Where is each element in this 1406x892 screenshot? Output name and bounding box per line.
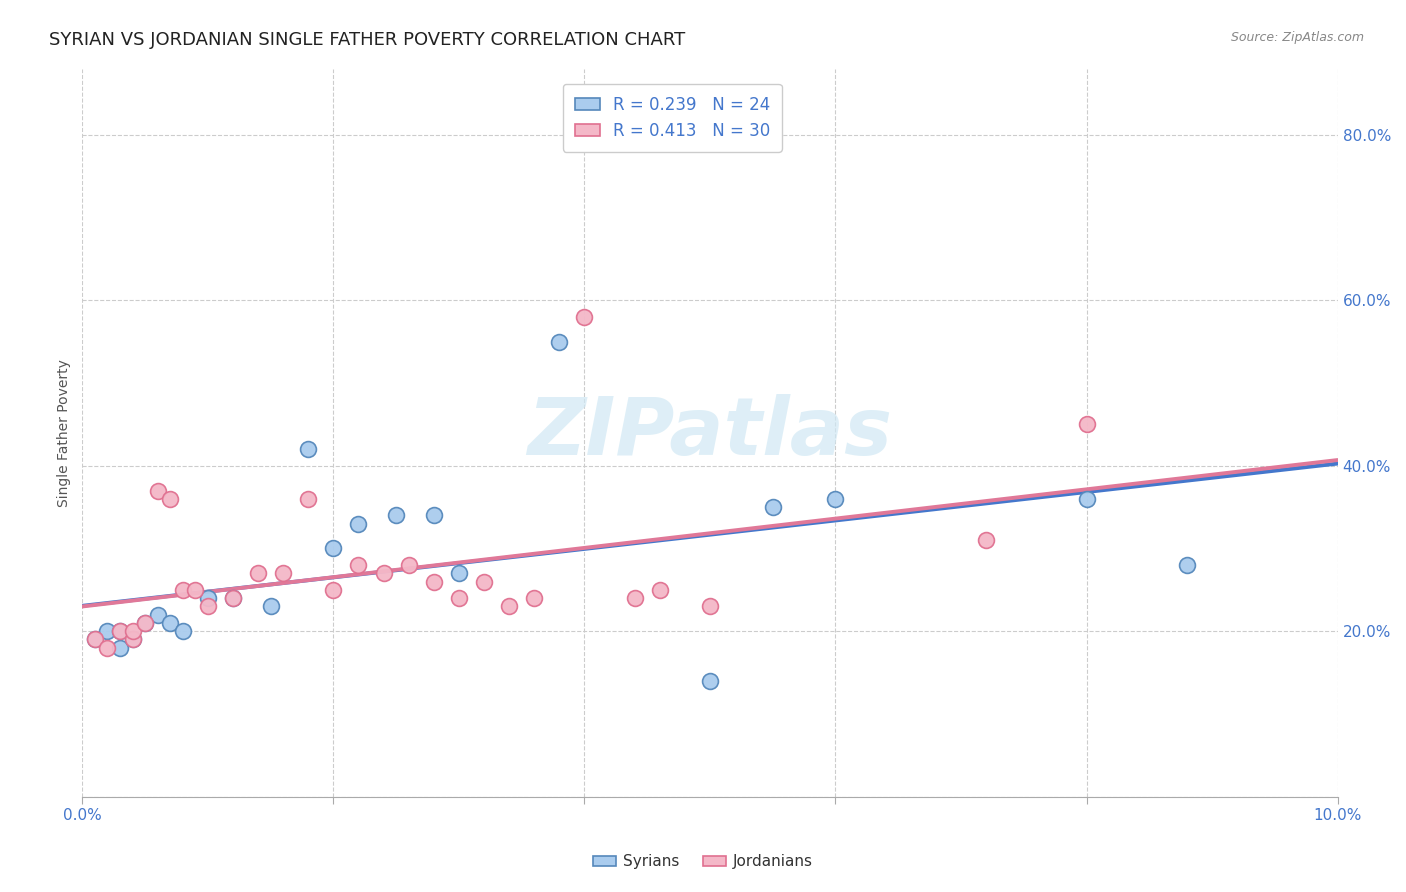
Point — [373, 566, 395, 581]
Point — [623, 591, 645, 606]
Point — [271, 566, 294, 581]
Point — [159, 615, 181, 630]
Point — [247, 566, 270, 581]
Point — [172, 624, 194, 639]
Point — [222, 591, 245, 606]
Point — [824, 491, 846, 506]
Point — [472, 574, 495, 589]
Point — [172, 582, 194, 597]
Point — [108, 640, 131, 655]
Point — [974, 533, 997, 548]
Point — [447, 591, 470, 606]
Point — [1175, 558, 1198, 572]
Point — [1076, 491, 1098, 506]
Point — [159, 491, 181, 506]
Point — [385, 508, 408, 523]
Point — [297, 442, 319, 457]
Legend: R = 0.239   N = 24, R = 0.413   N = 30: R = 0.239 N = 24, R = 0.413 N = 30 — [562, 84, 782, 152]
Point — [548, 334, 571, 349]
Point — [322, 582, 344, 597]
Point — [83, 632, 105, 647]
Y-axis label: Single Father Poverty: Single Father Poverty — [58, 359, 72, 507]
Point — [134, 615, 156, 630]
Point — [347, 558, 370, 572]
Point — [197, 591, 219, 606]
Point — [699, 673, 721, 688]
Point — [121, 624, 143, 639]
Point — [197, 599, 219, 614]
Point — [523, 591, 546, 606]
Text: Source: ZipAtlas.com: Source: ZipAtlas.com — [1230, 31, 1364, 45]
Point — [121, 632, 143, 647]
Point — [222, 591, 245, 606]
Point — [699, 599, 721, 614]
Point — [184, 582, 207, 597]
Point — [108, 624, 131, 639]
Point — [398, 558, 420, 572]
Point — [498, 599, 520, 614]
Point — [447, 566, 470, 581]
Point — [146, 607, 169, 622]
Point — [83, 632, 105, 647]
Point — [1076, 417, 1098, 432]
Point — [146, 483, 169, 498]
Point — [762, 500, 785, 514]
Legend: Syrians, Jordanians: Syrians, Jordanians — [586, 848, 820, 875]
Point — [134, 615, 156, 630]
Point — [423, 574, 446, 589]
Text: SYRIAN VS JORDANIAN SINGLE FATHER POVERTY CORRELATION CHART: SYRIAN VS JORDANIAN SINGLE FATHER POVERT… — [49, 31, 686, 49]
Point — [648, 582, 671, 597]
Point — [96, 640, 118, 655]
Point — [574, 310, 596, 324]
Text: ZIPatlas: ZIPatlas — [527, 393, 893, 472]
Point — [347, 516, 370, 531]
Point — [297, 491, 319, 506]
Point — [423, 508, 446, 523]
Point — [96, 624, 118, 639]
Point — [121, 632, 143, 647]
Point — [108, 624, 131, 639]
Point — [259, 599, 281, 614]
Point — [322, 541, 344, 556]
